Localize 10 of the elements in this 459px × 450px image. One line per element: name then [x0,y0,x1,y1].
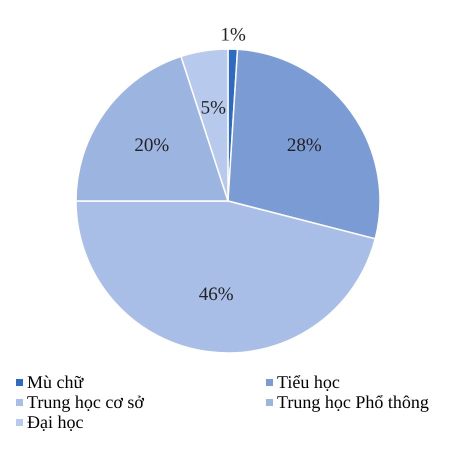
data-label: 46% [198,284,234,305]
legend-label: Trung học cơ sở [27,392,144,412]
data-label: 5% [200,97,226,118]
legend-label: Đại học [27,412,84,432]
legend-label: Trung học Phổ thông [277,392,429,412]
data-label: 1% [220,24,246,46]
legend-label: Tiểu học [277,372,340,392]
data-label: 20% [134,135,170,156]
data-label: 28% [286,135,322,156]
legend-label: Mù chữ [27,372,84,392]
